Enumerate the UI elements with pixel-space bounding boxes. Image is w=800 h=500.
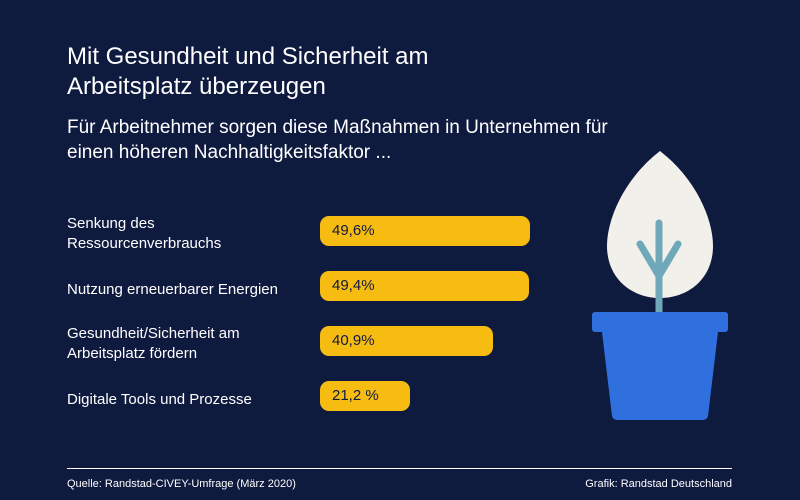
category-label: Gesundheit/Sicherheit am Arbeitsplatz fö… bbox=[67, 325, 240, 362]
category-label: Digitale Tools und Prozesse bbox=[67, 391, 252, 408]
category-label: Nutzung erneuerbarer Energien bbox=[67, 281, 278, 298]
chart-subtitle: Für Arbeitnehmer sorgen diese Maßnahmen … bbox=[67, 117, 608, 163]
bar: 49,6% bbox=[320, 216, 530, 246]
bar: 49,4% bbox=[320, 271, 529, 301]
potted-plant-icon bbox=[592, 151, 728, 420]
value-label: 40,9% bbox=[332, 332, 375, 349]
pot-body bbox=[602, 332, 718, 420]
category-label: Senkung des Ressourcenverbrauchs bbox=[67, 215, 222, 252]
value-label: 49,6% bbox=[332, 222, 375, 239]
footer-divider bbox=[67, 468, 732, 469]
source-note: Quelle: Randstad-CIVEY-Umfrage (März 202… bbox=[67, 478, 296, 490]
chart-title: Mit Gesundheit und Sicherheit am Arbeits… bbox=[67, 43, 429, 100]
value-label: 49,4% bbox=[332, 277, 375, 294]
bar: 40,9% bbox=[320, 326, 493, 356]
stem-shape bbox=[636, 219, 682, 320]
value-label: 21,2 % bbox=[332, 387, 379, 404]
graphic-credit: Grafik: Randstad Deutschland bbox=[585, 478, 732, 490]
pot-rim bbox=[592, 312, 728, 332]
bar: 21,2 % bbox=[320, 381, 410, 411]
